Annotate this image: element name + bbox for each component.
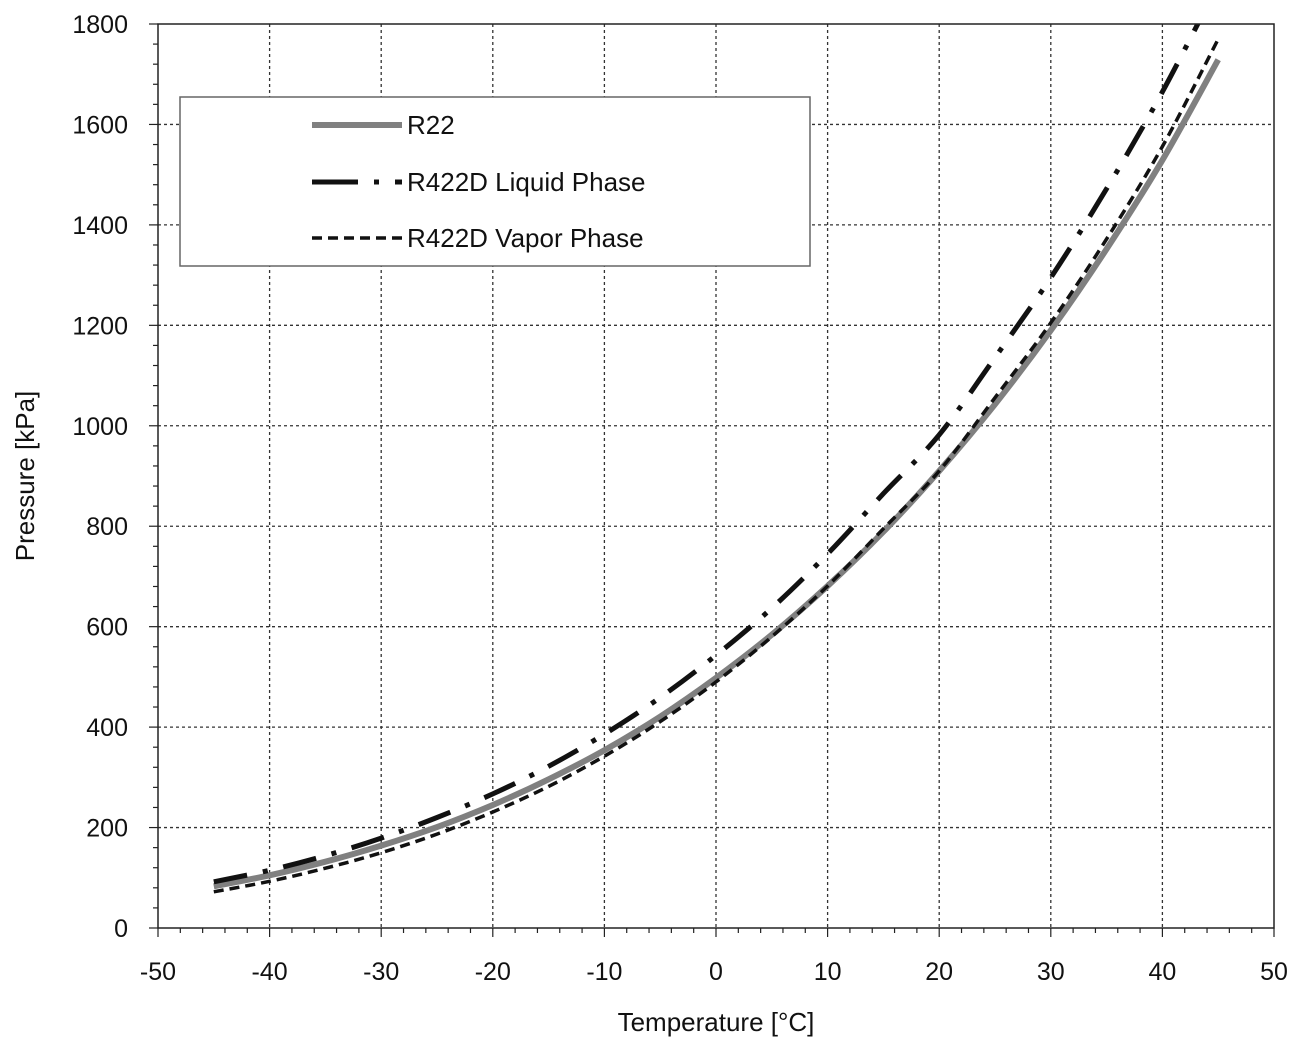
y-tick-label: 1000 bbox=[72, 413, 128, 441]
series-line-r422d-liquid-phase bbox=[213, 24, 1201, 885]
y-tick-label: 0 bbox=[114, 915, 128, 943]
x-axis-title: Temperature [°C] bbox=[618, 1007, 815, 1037]
y-tick-label: 1400 bbox=[72, 212, 128, 240]
x-tick-label: 30 bbox=[1037, 958, 1065, 986]
legend-label: R422D Vapor Phase bbox=[407, 223, 644, 253]
minor-ticks bbox=[149, 23, 1275, 937]
legend-label: R422D Liquid Phase bbox=[407, 167, 646, 197]
y-tick-labels: 0 200 400 600 800 1000 1200 1400 1600 1800 bbox=[72, 11, 128, 943]
series-line-r22 bbox=[213, 58, 1221, 890]
x-tick-label: -10 bbox=[586, 958, 622, 986]
y-tick-label: 200 bbox=[86, 815, 128, 843]
x-tick-label: -50 bbox=[140, 958, 176, 986]
legend: R22 R422D Liquid Phase R422D Vapor Phase bbox=[179, 96, 811, 267]
y-tick-label: 1200 bbox=[72, 312, 128, 340]
y-tick-label: 1600 bbox=[72, 111, 128, 139]
x-tick-label: -20 bbox=[475, 958, 511, 986]
x-tick-label: -40 bbox=[252, 958, 288, 986]
y-tick-label: 1800 bbox=[72, 11, 128, 39]
x-tick-label: 50 bbox=[1260, 958, 1288, 986]
x-tick-labels: -50 -40 -30 -20 -10 0 10 20 30 40 50 bbox=[140, 958, 1288, 986]
y-tick-label: 600 bbox=[86, 614, 128, 642]
y-tick-label: 800 bbox=[86, 513, 128, 541]
y-tick-label: 400 bbox=[86, 714, 128, 742]
x-tick-label: 0 bbox=[709, 958, 723, 986]
plot-frame bbox=[157, 23, 1275, 929]
x-tick-label: 40 bbox=[1148, 958, 1176, 986]
y-axis-title: Pressure [kPa] bbox=[10, 391, 40, 562]
x-tick-label: 20 bbox=[925, 958, 953, 986]
legend-label: R22 bbox=[407, 110, 455, 140]
series-layer bbox=[213, 24, 1221, 894]
series-line-r422d-vapor-phase bbox=[213, 38, 1220, 894]
x-tick-label: 10 bbox=[814, 958, 842, 986]
legend-box bbox=[179, 96, 811, 267]
x-tick-label: -30 bbox=[363, 958, 399, 986]
